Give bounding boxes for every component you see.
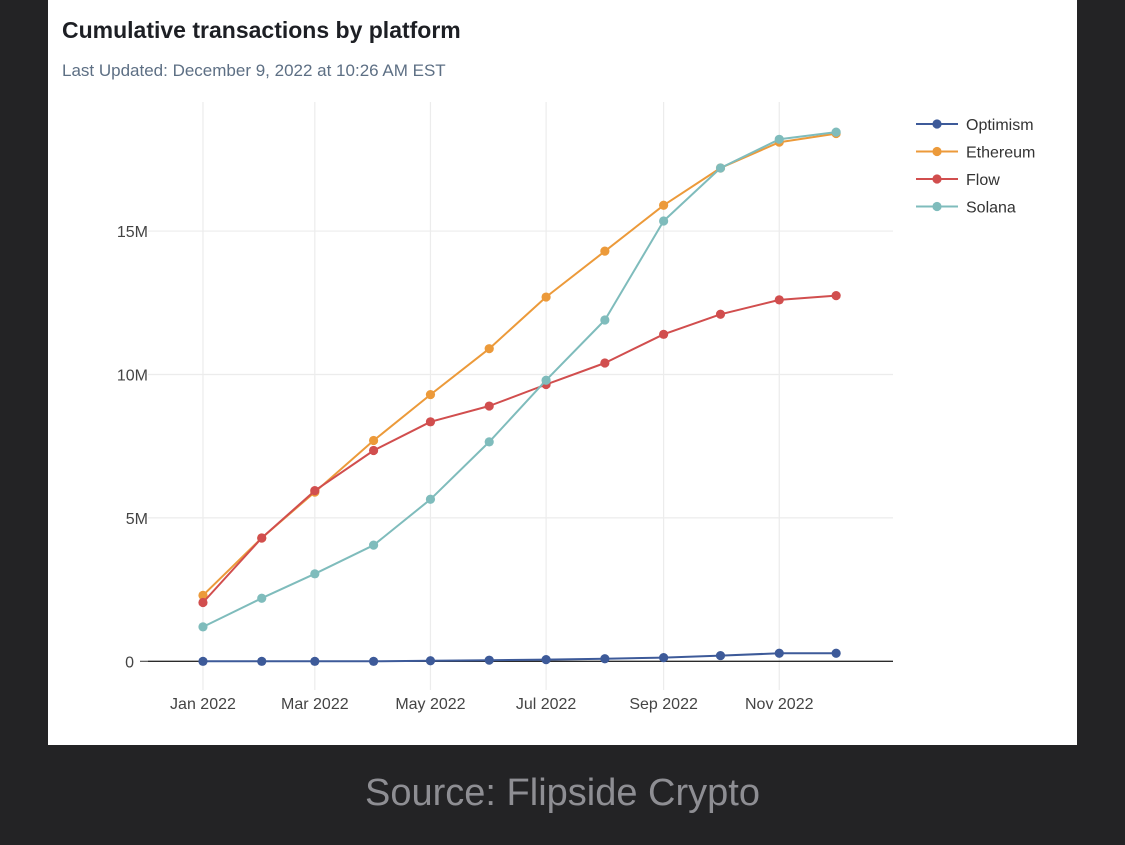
- y-tick-label: 5M: [126, 511, 148, 528]
- data-point-flow: [484, 401, 494, 411]
- data-point-solana: [310, 569, 320, 579]
- data-point-optimism: [198, 656, 208, 666]
- series-line-ethereum: [202, 132, 837, 597]
- data-point-flow: [425, 417, 436, 427]
- data-point-solana: [368, 540, 379, 550]
- legend-swatch-marker: [932, 119, 942, 129]
- data-point-flow: [774, 295, 784, 305]
- data-point-optimism: [541, 654, 551, 665]
- data-point-ethereum: [484, 344, 494, 354]
- data-point-solana: [600, 315, 610, 325]
- series-line-flow: [202, 294, 837, 604]
- y-tick-label: 0: [125, 654, 134, 671]
- legend-item-label: Optimism: [966, 117, 1034, 134]
- legend-item-label: Ethereum: [966, 145, 1035, 162]
- data-point-flow: [715, 309, 726, 319]
- data-point-optimism: [715, 650, 726, 661]
- data-point-ethereum: [541, 292, 551, 302]
- chart-subtitle: Last Updated: December 9, 2022 at 10:26 …: [62, 61, 446, 80]
- data-point-flow: [831, 291, 841, 301]
- data-point-flow: [659, 329, 669, 339]
- x-tick-label: Mar 2022: [281, 696, 349, 713]
- data-point-solana: [831, 127, 841, 137]
- legend-swatch-marker: [932, 201, 942, 212]
- data-point-flow: [600, 358, 610, 368]
- data-point-solana: [198, 622, 208, 632]
- legend-swatch-marker: [932, 174, 942, 184]
- y-tick-label: 10M: [117, 367, 148, 384]
- x-tick-label: Sep 2022: [629, 696, 698, 713]
- data-point-optimism: [310, 656, 320, 666]
- x-tick-label: Nov 2022: [745, 696, 814, 713]
- legend-item-label: Solana: [966, 200, 1016, 217]
- data-point-ethereum: [198, 590, 208, 600]
- data-point-optimism: [425, 656, 436, 666]
- data-point-ethereum: [425, 389, 436, 400]
- data-point-solana: [715, 163, 726, 173]
- data-point-optimism: [659, 652, 669, 663]
- series-line-solana: [202, 131, 837, 628]
- data-point-optimism: [368, 656, 379, 666]
- data-point-flow: [368, 445, 379, 456]
- data-point-solana: [541, 375, 551, 385]
- data-point-flow: [310, 486, 320, 496]
- line-chart: Jan 2022 Mar 2022 May 2022 Jul 2022 Sep 2022…: [117, 102, 1035, 713]
- source-caption: Source: Flipside Crypto: [365, 772, 760, 814]
- data-point-ethereum: [368, 435, 379, 446]
- data-point-solana: [659, 216, 669, 226]
- data-point-flow: [257, 533, 267, 543]
- data-point-solana: [774, 134, 784, 144]
- data-point-ethereum: [600, 246, 610, 256]
- y-tick-label: 15M: [117, 224, 148, 241]
- chart-card: Cumulative transactions by platform Last…: [48, 0, 1077, 745]
- data-point-solana: [257, 593, 267, 603]
- x-tick-label: May 2022: [395, 696, 465, 713]
- chart-title: Cumulative transactions by platform: [62, 17, 461, 43]
- legend-item-label: Flow: [966, 172, 1000, 189]
- series-line-optimism: [203, 652, 837, 663]
- data-point-solana: [425, 494, 436, 504]
- data-point-optimism: [831, 648, 841, 658]
- data-point-flow: [198, 597, 208, 608]
- data-point-optimism: [257, 656, 267, 666]
- data-point-optimism: [774, 648, 784, 658]
- data-point-optimism: [484, 655, 494, 665]
- x-tick-label: Jan 2022: [170, 696, 236, 713]
- legend-swatch-marker: [932, 146, 942, 157]
- data-point-ethereum: [659, 200, 669, 210]
- x-tick-label: Jul 2022: [516, 696, 577, 713]
- data-point-solana: [484, 437, 494, 447]
- data-point-optimism: [600, 654, 610, 664]
